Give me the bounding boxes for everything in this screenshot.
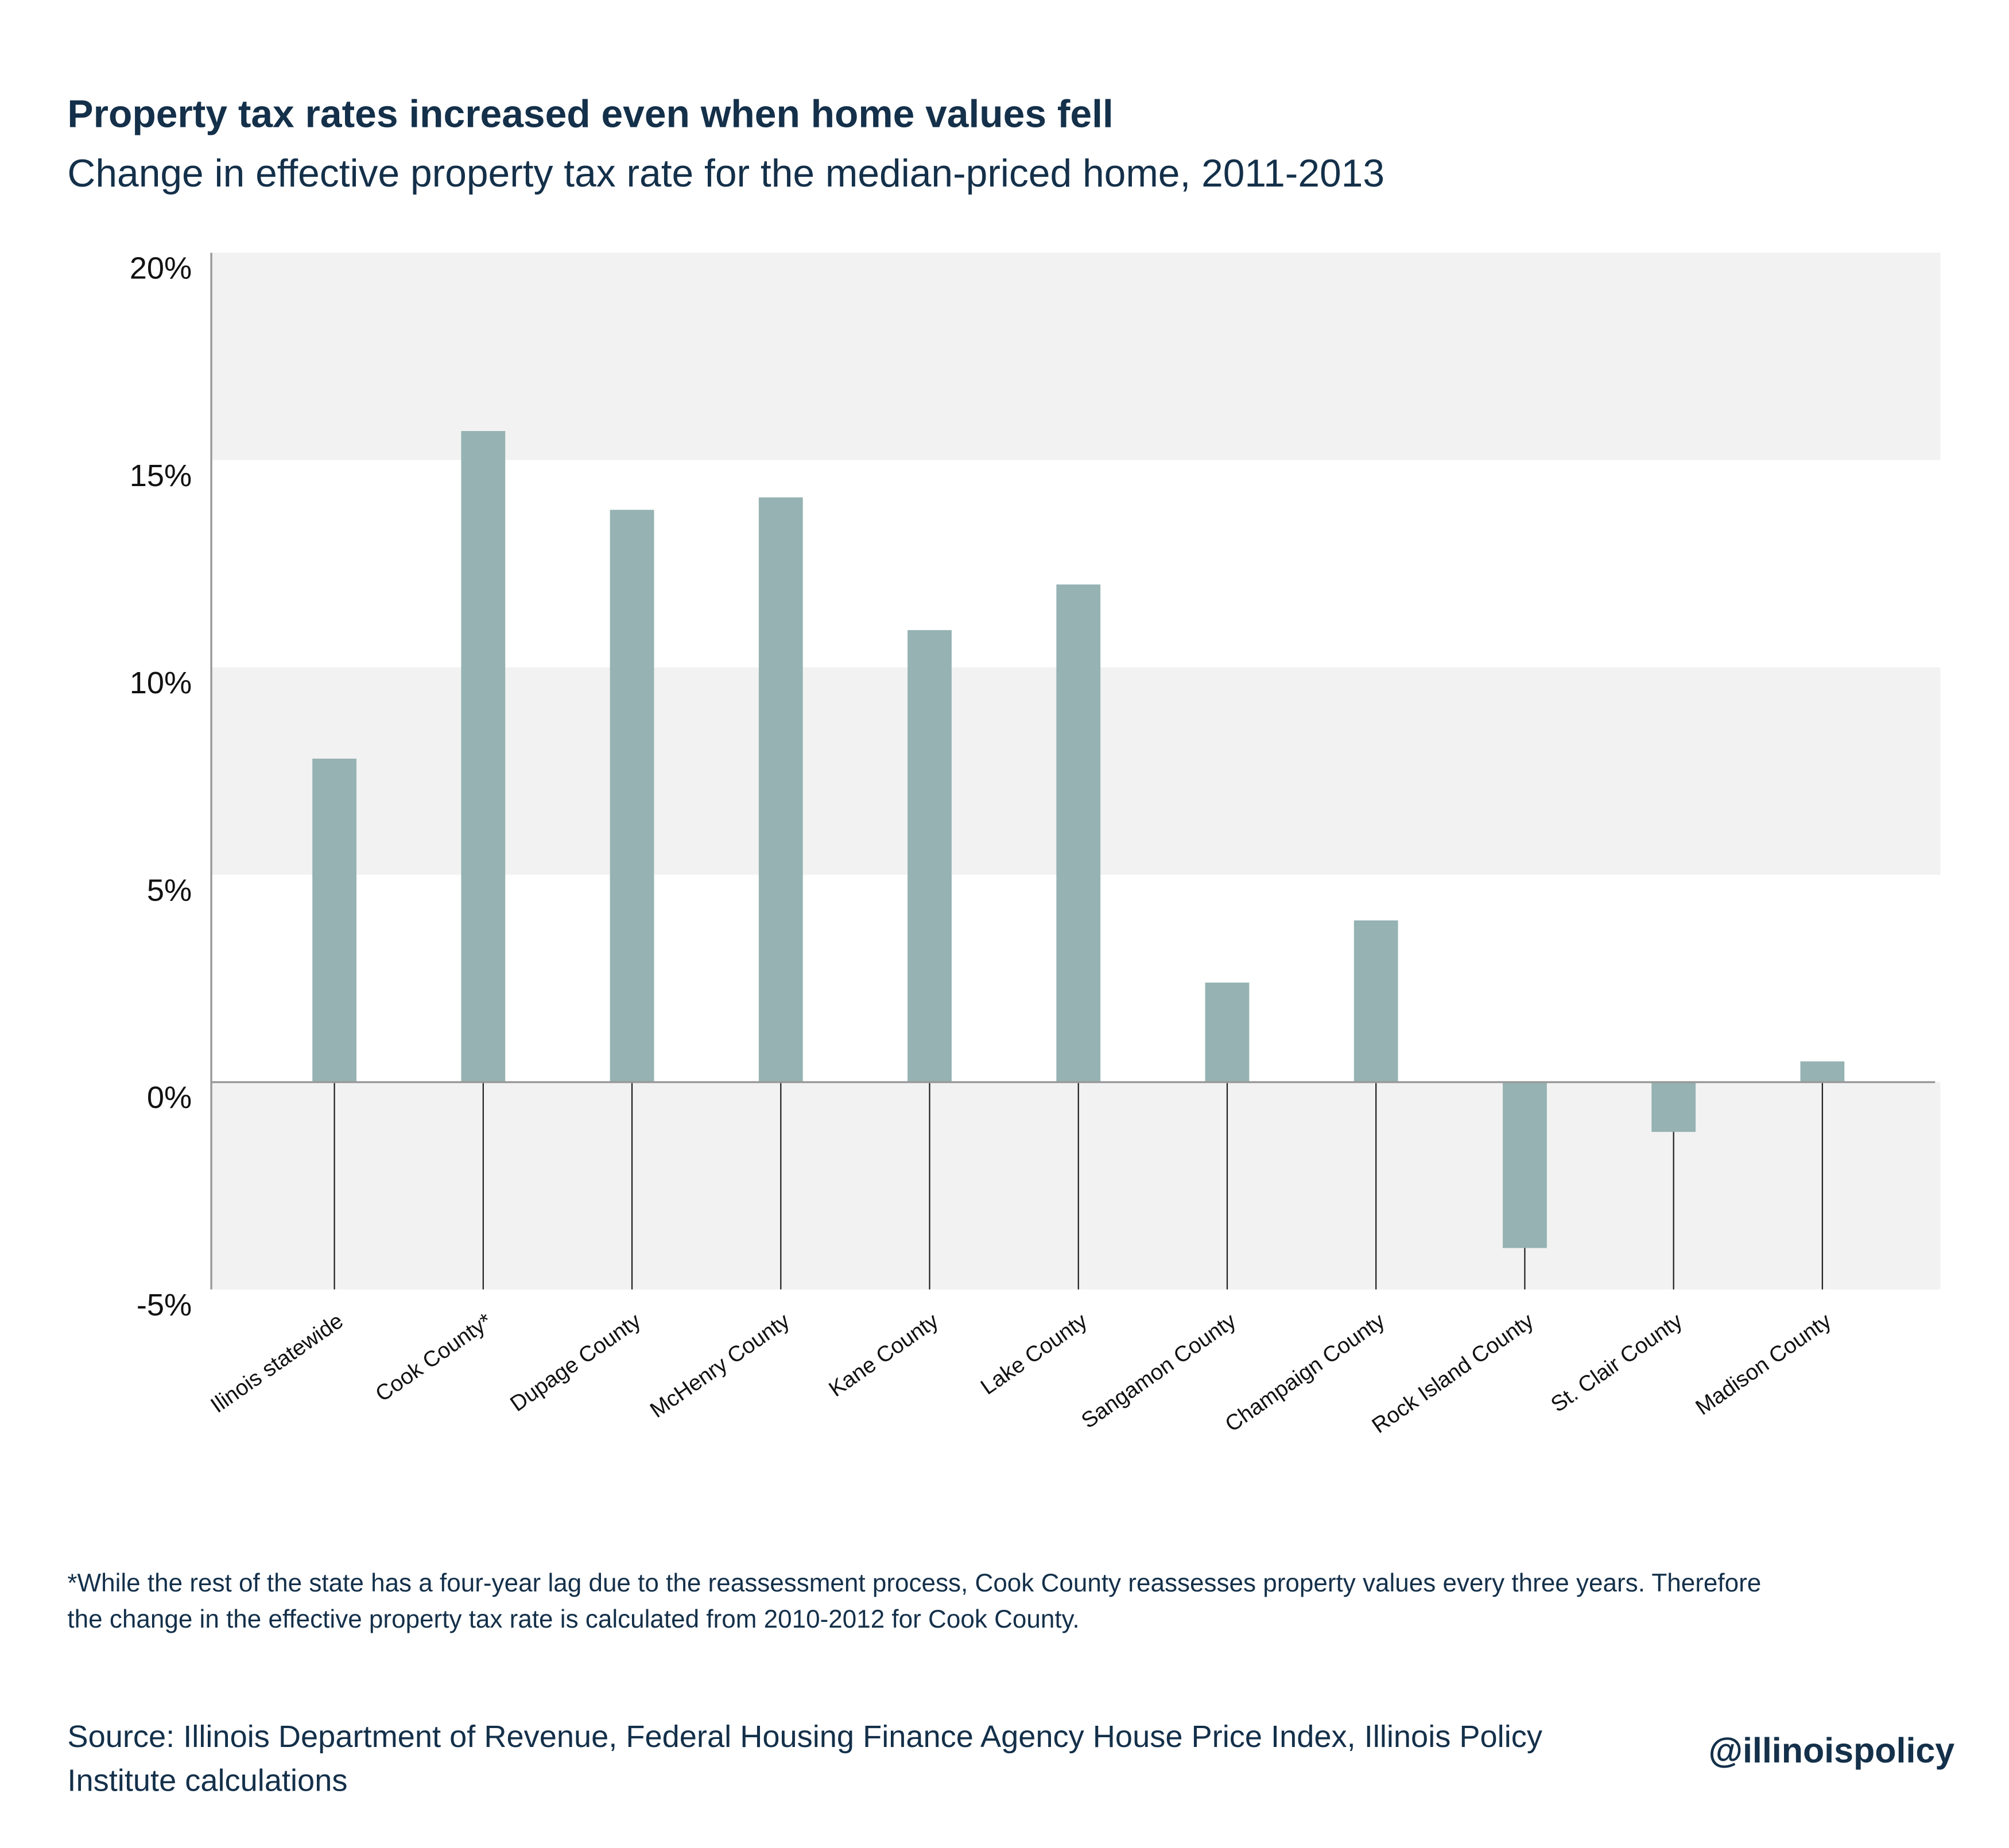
y-tick-label: 15% [130,459,192,493]
x-tick-label: Madison County [1691,1308,1836,1420]
y-tick-label: 20% [130,251,192,285]
social-handle: @illinoispolicy [1708,1731,1955,1771]
y-tick-label: 10% [130,666,192,700]
bar-madison-county [1800,1061,1845,1082]
bar-mchenry-county [758,497,803,1082]
footnote: *While the rest of the state has a four-… [67,1569,1762,1635]
x-tick-label: Champaign County [1221,1308,1390,1437]
bar-champaign-county [1353,920,1398,1082]
bar-dupage-county [610,510,654,1082]
bar-ilinois-statewide [312,758,356,1082]
bar-sangamon-county [1205,983,1250,1082]
chart-title: Property tax rates increased even when h… [67,93,1114,137]
bar-chart: -5% 0% 5% 10% 15% 20% Ilinois statewide Cook Co… [130,251,1941,1438]
bar-kane-county [907,630,952,1082]
bar-rock-island-county [1503,1082,1547,1248]
x-tick-label: Rock Island County [1367,1308,1538,1438]
y-tick-label: 5% [147,873,192,907]
x-tick-label: Dupage County [506,1308,646,1416]
y-tick-label: 0% [147,1081,192,1115]
grid-band [211,253,1941,460]
x-tick-label: Ilinois statewide [206,1309,348,1418]
bar-cook-county [461,431,506,1082]
bar-lake-county [1056,584,1101,1082]
x-tick-label: St. Clair County [1546,1308,1687,1417]
x-tick-label: Kane County [824,1308,943,1401]
source-note: Source: Illinois Department of Revenue, … [67,1719,1542,1799]
x-tick-label: Lake County [976,1308,1092,1399]
chart-subtitle: Change in effective property tax rate fo… [67,153,1385,196]
y-tick-label: -5% [137,1288,192,1322]
x-tick-label: McHenry County [646,1308,794,1423]
bar-st-clair-county [1651,1082,1696,1132]
x-tick-label: Sangamon County [1077,1308,1241,1433]
x-tick-label: Cook County* [371,1309,497,1407]
